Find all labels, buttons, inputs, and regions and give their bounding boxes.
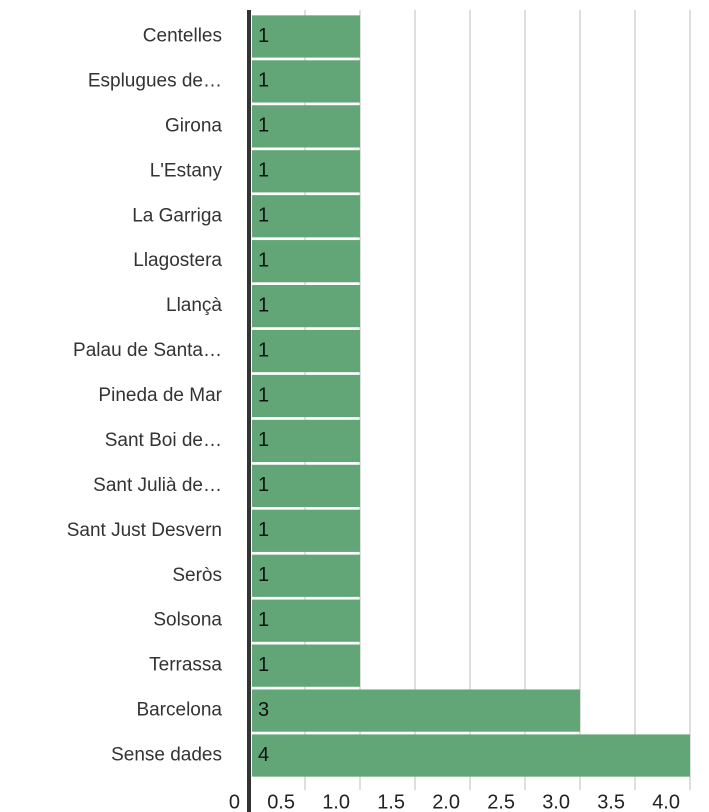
y-tick-label: Sense dades [111, 745, 222, 766]
x-tick-label: 3.5 [597, 791, 625, 812]
data-label: 1 [258, 339, 269, 361]
y-tick-label: La Garriga [132, 205, 222, 226]
data-label: 1 [258, 249, 269, 271]
bar [252, 284, 360, 328]
bar [252, 60, 360, 103]
data-label: 1 [258, 474, 269, 496]
y-tick-label: Palau de Santa… [73, 340, 222, 361]
y-tick-label: Terrassa [149, 655, 222, 676]
data-label: 3 [258, 699, 269, 721]
x-tick-label: 0 [229, 791, 240, 812]
bar [252, 374, 360, 418]
bar [252, 644, 360, 687]
data-label: 1 [258, 205, 269, 227]
bar [252, 599, 360, 642]
data-label: 1 [258, 384, 269, 406]
data-label: 1 [258, 654, 269, 676]
x-tick-label: 2.5 [487, 791, 515, 812]
y-tick-label: Sant Boi de… [105, 430, 222, 451]
x-tick-label: 1.0 [322, 791, 350, 812]
data-label: 1 [258, 70, 269, 92]
bar [252, 734, 690, 777]
y-tick-label: Seròs [172, 565, 222, 586]
bar [252, 15, 360, 58]
data-label: 1 [258, 609, 269, 631]
y-tick-label: Esplugues de… [88, 70, 222, 91]
y-tick-label: Sant Julià de… [93, 475, 222, 496]
data-label: 1 [258, 519, 269, 541]
bar [252, 554, 360, 597]
data-label: 4 [258, 744, 269, 766]
data-label: 1 [258, 564, 269, 586]
y-tick-label: Centelles [143, 25, 222, 46]
y-tick-label: Solsona [153, 610, 222, 631]
x-tick-label: 4.0 [652, 791, 680, 812]
data-label: 1 [258, 25, 269, 47]
bar [252, 509, 360, 552]
bar [252, 105, 360, 148]
bar [252, 240, 360, 283]
x-tick-label: 2.0 [432, 791, 460, 812]
x-tick-label: 0.5 [267, 791, 295, 812]
y-tick-label: L'Estany [150, 160, 223, 181]
y-tick-label: Pineda de Mar [98, 385, 222, 406]
bar [252, 195, 360, 238]
bar [252, 689, 580, 732]
y-tick-label: Barcelona [136, 700, 222, 721]
bar [252, 464, 360, 508]
data-label: 1 [258, 115, 269, 137]
y-tick-label: Llançà [166, 295, 222, 316]
bar [252, 150, 360, 193]
data-label: 1 [258, 429, 269, 451]
bar [252, 329, 360, 373]
data-label: 1 [258, 160, 269, 182]
y-tick-label: Llagostera [133, 250, 222, 271]
x-tick-label: 3.0 [542, 791, 570, 812]
data-label: 1 [258, 294, 269, 316]
bar [252, 419, 360, 463]
y-tick-label: Sant Just Desvern [67, 520, 222, 541]
y-tick-label: Girona [165, 115, 222, 136]
x-tick-label: 1.5 [377, 791, 405, 812]
